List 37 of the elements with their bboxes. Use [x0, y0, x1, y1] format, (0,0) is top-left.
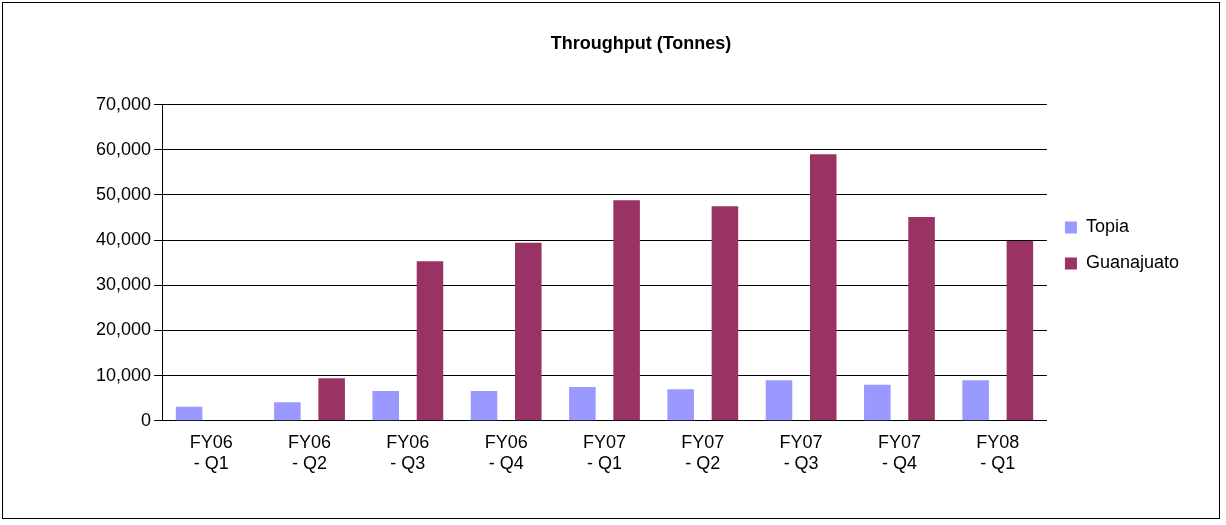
bar	[372, 390, 399, 421]
x-tick-label: FY07 - Q2	[681, 431, 725, 474]
y-tick-label: 0	[141, 409, 152, 430]
x-tick-label: FY07 - Q4	[877, 431, 921, 474]
bar	[1006, 241, 1034, 421]
bar	[274, 402, 301, 421]
bar	[613, 200, 640, 421]
x-tick-label: FY08 - Q1	[976, 431, 1020, 474]
bar	[765, 380, 793, 421]
chart-title: Throughput (Tonnes)	[550, 32, 732, 53]
x-tick-label: FY06 - Q4	[484, 431, 528, 474]
bar	[864, 384, 891, 421]
bar	[515, 242, 542, 421]
bar	[318, 378, 345, 421]
x-tick-label: FY06 - Q1	[189, 431, 233, 474]
x-tick-label: FY06 - Q2	[288, 431, 332, 474]
bar	[175, 406, 203, 421]
x-tick-label: FY07 - Q3	[779, 431, 823, 474]
bar	[569, 386, 596, 421]
y-tick-label: 30,000	[95, 274, 152, 295]
x-tick-label: FY07 - Q1	[582, 431, 626, 474]
x-tick-label: FY06 - Q3	[386, 431, 430, 474]
bar	[711, 206, 739, 421]
y-tick-label: 70,000	[95, 93, 152, 114]
legend-label: Guanajuato	[1085, 252, 1179, 273]
y-tick-label: 40,000	[95, 229, 152, 250]
y-tick-label: 60,000	[95, 138, 152, 159]
y-tick-label: 20,000	[95, 319, 152, 340]
y-tick-label: 50,000	[95, 183, 152, 204]
legend-label: Topia	[1085, 216, 1130, 237]
bar	[908, 217, 935, 421]
bar	[962, 380, 989, 421]
bar	[416, 261, 444, 421]
y-tick-label: 10,000	[95, 364, 152, 385]
bar	[667, 389, 694, 421]
bar	[470, 390, 498, 421]
bar	[809, 154, 837, 421]
